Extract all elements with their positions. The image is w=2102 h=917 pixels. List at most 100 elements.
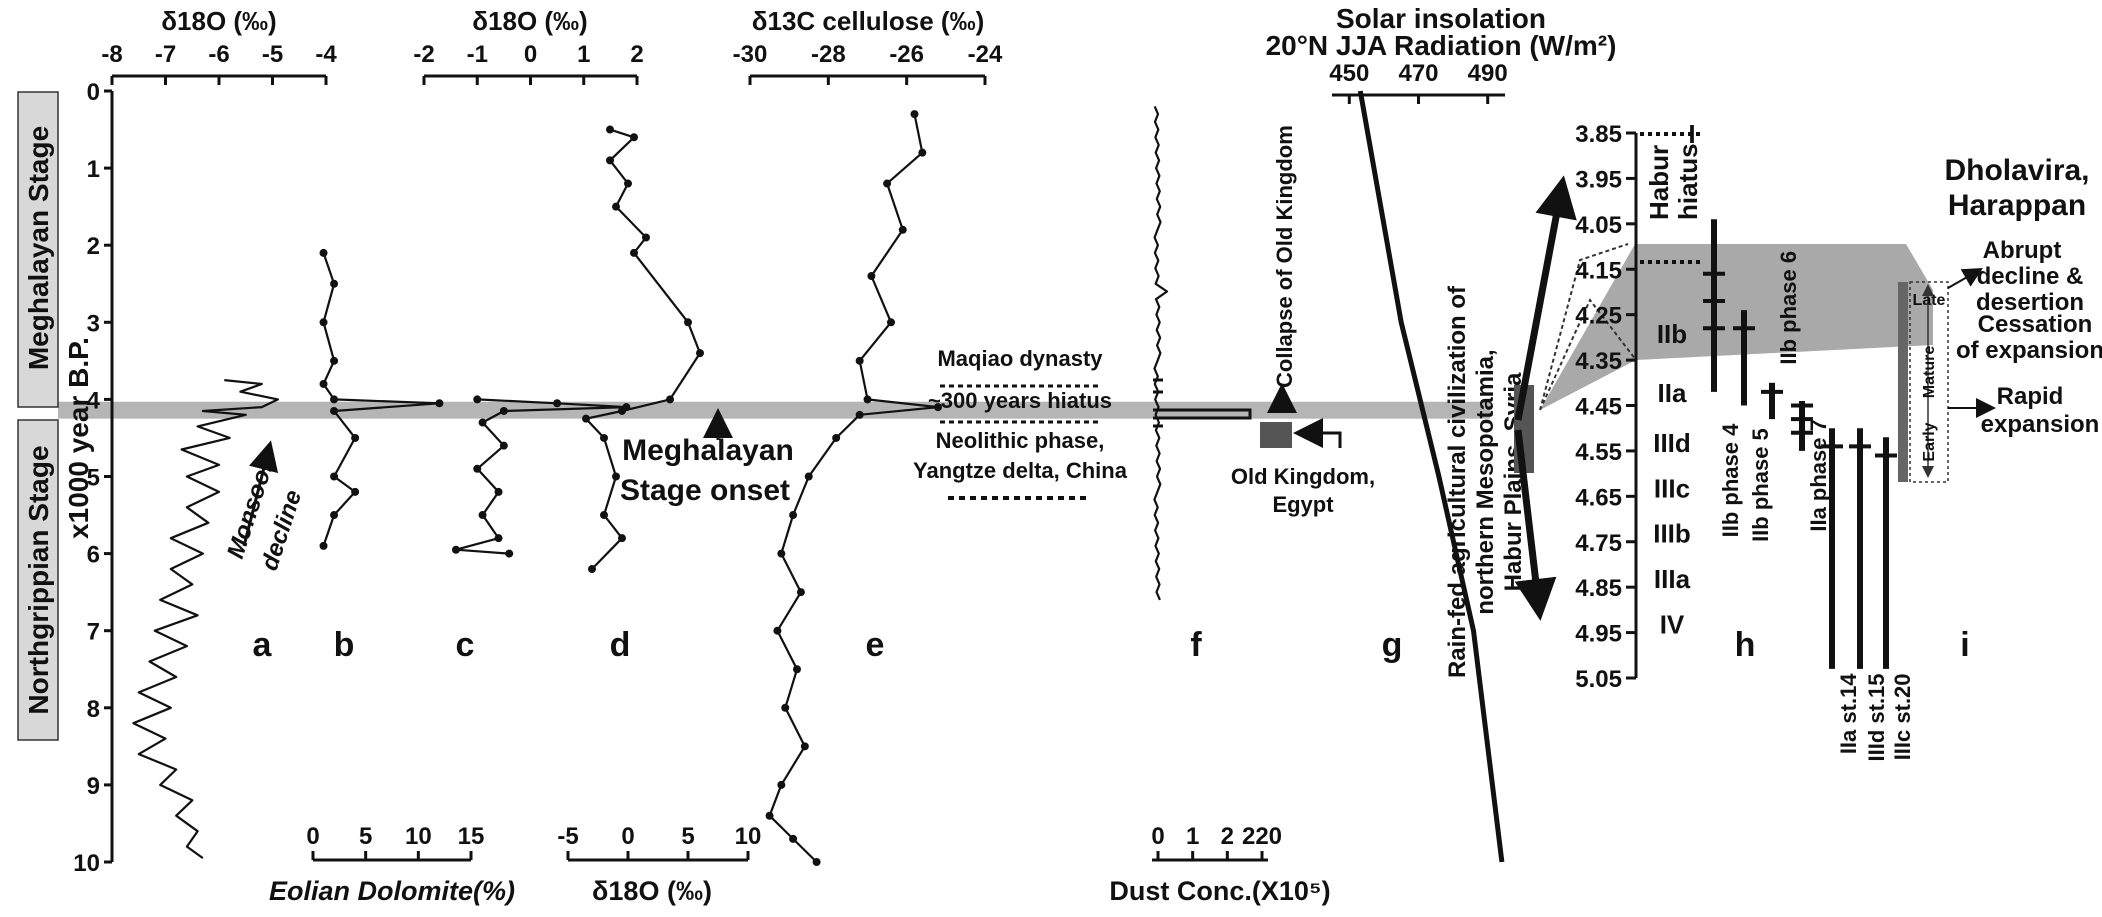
- panel-i: Dholavira, Harappan Late Mature Early Ab…: [1898, 154, 2102, 664]
- x-tick-label: 450: [1329, 60, 1369, 87]
- panel-f-axis-title: Dust Conc.(X10⁵): [1109, 876, 1330, 906]
- habur-phase-label: IIa phase 7: [1806, 419, 1831, 532]
- habur-period: I: [1688, 119, 1695, 149]
- panel-g: Solar insolation 20°N JJA Radiation (W/m…: [1266, 3, 1616, 863]
- habur-phase-label: IIb phase 4: [1718, 423, 1743, 537]
- data-point: [887, 318, 895, 327]
- x-tick-label: -4: [315, 41, 337, 68]
- abrupt-2: decline &: [1977, 263, 2084, 290]
- x-tick-label: 0: [1151, 823, 1164, 850]
- h-tick-label: 4.95: [1575, 621, 1622, 648]
- panel-b-axis-title: Eolian Dolomite(%): [269, 876, 515, 906]
- phase-mature: Mature: [1921, 346, 1938, 399]
- x-tick-label: -7: [155, 41, 176, 68]
- data-point: [330, 279, 339, 288]
- data-point: [618, 406, 626, 415]
- x-tick-label: 2: [630, 41, 643, 68]
- y-tick-label: 8: [87, 696, 100, 723]
- habur-phase-label: IIId st.15: [1864, 673, 1889, 761]
- h-tick-label: 4.45: [1575, 394, 1622, 421]
- x-tick-label: -5: [557, 823, 578, 850]
- panel-label-f: f: [1190, 626, 1202, 664]
- x-tick-label: 10: [735, 823, 762, 850]
- data-point: [777, 549, 786, 558]
- panel-a: δ18O (‰) -8 -7 -6 -5 -4 Monsoon decline a: [101, 6, 337, 859]
- data-point: [330, 356, 339, 365]
- x-tick-label: -28: [811, 41, 846, 68]
- panel-g-axis-title-1: Solar insolation: [1336, 3, 1546, 34]
- h-tick-label: 4.65: [1575, 484, 1622, 511]
- data-point: [553, 399, 562, 408]
- x-tick-label: -30: [733, 41, 768, 68]
- stage-northgrippian: Northgrippian Stage: [23, 445, 54, 714]
- data-point: [582, 414, 590, 423]
- rainfed-line2: northern Mesopotamia,: [1472, 349, 1499, 614]
- habur-period: IIIc: [1654, 473, 1690, 503]
- x-tick-label: 10: [405, 823, 432, 850]
- data-point: [588, 565, 596, 574]
- phase-late: Late: [1913, 292, 1946, 309]
- h-tick-label: 4.75: [1575, 530, 1622, 557]
- panel-d-axis-title: δ18O (‰): [592, 876, 712, 906]
- data-point: [777, 780, 786, 789]
- yangtze-delta: Yangtze delta, China: [913, 458, 1128, 483]
- y-tick-label: 9: [87, 773, 100, 800]
- data-point: [505, 549, 514, 558]
- panel-e: δ13C cellulose (‰) -30 -28 -26 -24 e: [733, 6, 1003, 866]
- panel-c-series: [454, 398, 628, 555]
- h-tick-label: 3.85: [1575, 121, 1622, 148]
- h-tick-label: 4.35: [1575, 348, 1622, 375]
- panel-label-a: a: [253, 626, 273, 664]
- data-point: [630, 133, 638, 142]
- abrupt-3: desertion: [1976, 289, 2084, 316]
- data-point: [600, 433, 608, 442]
- data-point: [473, 395, 482, 404]
- data-point: [934, 403, 942, 412]
- panel-c: δ18O (‰) -2 -1 0 1 2 c: [413, 6, 643, 664]
- stage-meghalayan: Meghalayan Stage: [23, 126, 54, 370]
- y-tick-label: 2: [87, 233, 100, 260]
- data-point: [793, 665, 801, 674]
- rapid-2: expansion: [1981, 411, 2100, 438]
- data-point: [473, 464, 482, 473]
- y-tick-label: 0: [87, 79, 100, 106]
- panel-label-c: c: [456, 626, 475, 664]
- h-tick-label: 4.25: [1575, 303, 1622, 330]
- data-point: [684, 318, 692, 327]
- data-point: [451, 545, 460, 554]
- panel-a-series: [132, 379, 279, 859]
- habur-hiatus-1: Habur: [1644, 145, 1674, 220]
- stage-labels: Meghalayan Stage Northgrippian Stage x10…: [17, 91, 94, 741]
- data-point: [612, 472, 620, 481]
- hiatus-300-years: ~300 years hiatus: [928, 388, 1112, 413]
- data-point: [642, 233, 650, 242]
- data-point: [618, 534, 626, 543]
- x-tick-label: 1: [1186, 823, 1199, 850]
- rapid-1: Rapid: [1997, 383, 2064, 410]
- habur-period: IIb: [1657, 319, 1687, 349]
- data-point: [696, 349, 704, 358]
- data-point: [499, 406, 508, 415]
- data-point: [319, 379, 328, 388]
- meghalayan-onset-1: Meghalayan: [622, 434, 794, 467]
- x-tick-label: 2: [1221, 823, 1234, 850]
- x-tick-label: 15: [458, 823, 485, 850]
- data-point: [330, 395, 339, 404]
- panel-label-i: i: [1960, 626, 1969, 664]
- data-point: [781, 703, 790, 712]
- x-tick-label: 470: [1398, 60, 1438, 87]
- data-point: [494, 487, 503, 496]
- data-point: [789, 834, 798, 843]
- x-tick-label: 0: [306, 823, 319, 850]
- cessation-1: Cessation: [1978, 311, 2093, 338]
- panel-label-h: h: [1735, 626, 1756, 664]
- panel-h: Rain-fed agricultural civilization of no…: [1444, 119, 1933, 762]
- panel-label-g: g: [1382, 626, 1403, 664]
- x-tick-label: -26: [889, 41, 924, 68]
- phase-early: Early: [1921, 422, 1938, 461]
- data-point: [918, 148, 927, 157]
- data-point: [606, 125, 614, 134]
- y-tick-label: 7: [87, 619, 100, 646]
- data-point: [600, 511, 608, 520]
- habur-period: IIId: [1653, 428, 1691, 458]
